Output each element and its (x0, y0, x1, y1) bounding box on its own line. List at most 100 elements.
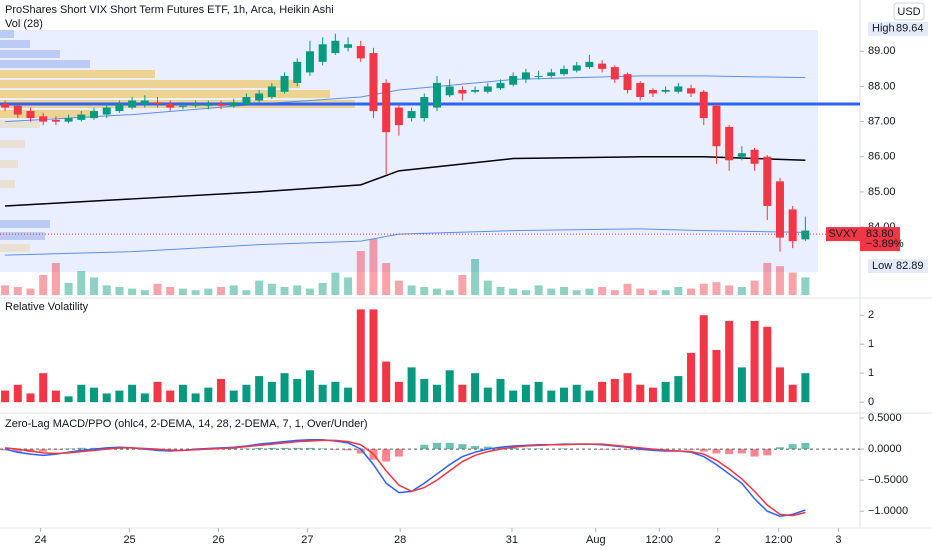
histogram-bar (712, 449, 721, 454)
histogram-bar (687, 449, 696, 450)
volume-bar (407, 285, 416, 295)
volume-bar (661, 290, 670, 295)
time-label: 3 (835, 534, 841, 546)
volatility-bar (610, 378, 619, 403)
volume-bar (775, 266, 784, 295)
volume-bar (445, 290, 454, 295)
histogram-bar (356, 449, 365, 454)
histogram-bar (737, 449, 746, 454)
candle-body (191, 104, 200, 106)
candle-body (432, 82, 441, 108)
volatility-bar (394, 381, 403, 403)
time-label: 31 (506, 534, 518, 546)
candle-body (369, 53, 378, 112)
histogram-bar (598, 449, 607, 450)
volume-bar (725, 285, 734, 295)
price-label: −1.0000 (868, 505, 908, 517)
histogram-bar (394, 449, 403, 457)
volume-bar (293, 285, 302, 295)
low-tag (868, 259, 928, 274)
volume-bar (585, 288, 594, 295)
volatility-bar (534, 381, 543, 403)
candle-body (648, 89, 657, 94)
candle-body (178, 105, 187, 107)
time-label: 28 (394, 534, 406, 546)
volume-bar (788, 272, 797, 295)
price-label: 0.5000 (868, 412, 902, 424)
volatility-bar (432, 384, 441, 403)
volume-bar (369, 239, 378, 295)
histogram-bar (521, 448, 530, 450)
candle-body (39, 116, 48, 122)
histogram-bar (509, 447, 518, 450)
volatility-bar (801, 373, 810, 403)
candle-body (229, 102, 238, 106)
symbol: SVXY (828, 228, 858, 240)
volatility-bar (521, 384, 530, 403)
candle-body (661, 89, 670, 92)
volume-bar (382, 263, 391, 295)
candle-body (356, 46, 365, 59)
volume-bar (305, 288, 314, 295)
profile-row (0, 220, 50, 228)
profile-row (0, 90, 330, 98)
volatility-bar (712, 349, 721, 403)
histogram-bar (763, 449, 772, 456)
currency[interactable]: USD (897, 6, 920, 18)
candle-body (77, 114, 86, 120)
volatility-bar (51, 390, 60, 403)
volatility-bar (153, 381, 162, 403)
histogram-bar (13, 449, 22, 453)
volatility-bar (496, 378, 505, 403)
volatility-bar (699, 315, 708, 403)
volume-bar (153, 283, 162, 295)
volatility-bar (547, 390, 556, 403)
volume-bar (1, 285, 10, 295)
price-label: 87.00 (868, 116, 896, 128)
candle-body (801, 230, 810, 240)
volume-bar (737, 287, 746, 295)
histogram-bar (51, 449, 60, 450)
volume-bar (356, 251, 365, 295)
volatility-bar (140, 393, 149, 403)
volume-bar (318, 283, 327, 295)
last-price: 83.80 (866, 228, 894, 240)
volatility-bar (445, 370, 454, 403)
candle-body (725, 126, 734, 161)
volume-bar (623, 283, 632, 295)
volatility-bar (560, 387, 569, 403)
volume-bar (648, 290, 657, 295)
volatility-bar (636, 384, 645, 403)
volatility-bar (102, 393, 111, 403)
volume-bar (90, 277, 99, 295)
candle-body (458, 89, 467, 94)
volatility-bar (13, 384, 22, 403)
volatility-bar (407, 367, 416, 403)
price-label: −0.5000 (868, 474, 908, 486)
volatility-bar (191, 393, 200, 403)
volume-bar (64, 283, 73, 295)
candle-body (267, 86, 276, 98)
volume-bar (229, 285, 238, 295)
change: −3.89% (866, 238, 904, 250)
volatility-bar (242, 384, 251, 403)
volatility-bar (509, 390, 518, 403)
volatility-bar (572, 384, 581, 403)
histogram-bar (229, 448, 238, 450)
currency-button[interactable] (893, 2, 925, 21)
volume-bar (39, 275, 48, 295)
profile-row (0, 244, 30, 252)
time-label: 12:00 (765, 534, 793, 546)
volatility-bar (737, 367, 746, 403)
candle-body (598, 63, 607, 69)
volume-bar (77, 271, 86, 295)
time-label: 25 (123, 534, 135, 546)
volatility-bar (1, 390, 10, 403)
volume-bar (458, 275, 467, 295)
volatility-bar (128, 384, 137, 403)
time-label: 2 (715, 534, 721, 546)
profile-row (0, 120, 40, 128)
price-label: 1 (868, 338, 874, 350)
volume-bar (102, 285, 111, 295)
high-tag-label: High (872, 23, 895, 35)
